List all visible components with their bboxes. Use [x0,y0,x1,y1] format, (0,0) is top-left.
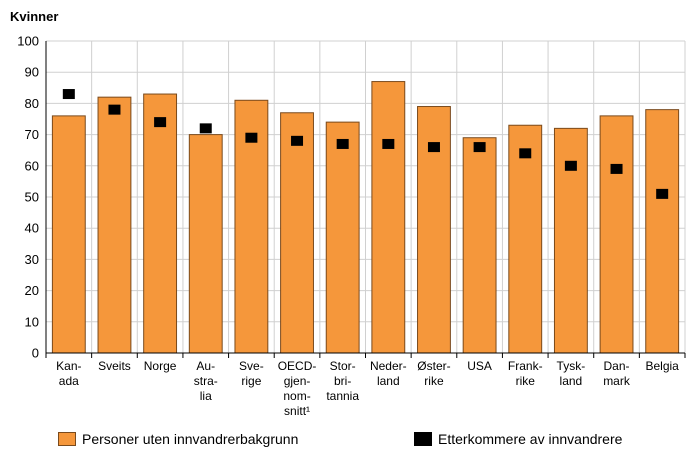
grid-lines [45,40,686,353]
legend-item-bar-series: Personer uten innvandrerbakgrunn [58,431,298,447]
marker-point [154,117,167,128]
y-tick-label: 40 [25,221,39,236]
legend-label-bar-series: Personer uten innvandrerbakgrunn [82,431,299,447]
x-tick-label-line: mark [603,374,631,388]
legend-item-marker-series: Etterkommere av innvandrere [414,431,622,447]
x-tick-label-line: Dan- [604,359,630,373]
y-tick-label: 0 [32,346,39,361]
x-tick-label-line: USA [467,359,492,373]
x-tick-label: Stor-bri-tannia [326,359,359,403]
x-tick-label: USA [467,359,492,373]
bar [188,134,223,354]
legend-swatch-orange [58,432,76,446]
y-tick-label: 50 [25,190,39,205]
x-tick-label-line: bri- [334,374,351,388]
x-tick-label-line: rike [516,374,536,388]
x-tick-label: Kan-ada [56,359,81,388]
x-tick-label-line: Norge [144,359,177,373]
x-tick-label-line: lia [200,389,212,403]
chart-title: Kvinner [10,9,58,24]
x-tick-label-line: Øster- [417,359,450,373]
x-tick-label-line: stra- [194,374,218,388]
marker-point [382,138,395,149]
x-tick-label: Dan-mark [603,359,631,388]
marker-point [245,132,258,143]
markers [62,89,669,199]
bar [371,81,406,354]
marker-point [62,89,75,100]
bar-chart: Kvinner 0 10 20 30 40 50 60 70 80 90 100 Kan-ada Sv… [10,9,686,418]
marker-point [199,123,212,134]
x-tick-label: Øster-rike [417,359,450,388]
marker-point [336,138,349,149]
bar [462,137,497,354]
x-tick-label-line: rige [241,374,261,388]
marker-point [564,160,577,171]
x-tick-label: Norge [144,359,177,373]
x-tick-label-line: land [377,374,400,388]
marker-point [656,188,669,199]
bar [280,112,314,354]
marker-point [610,163,623,174]
x-tick-label: Belgia [645,359,679,373]
y-tick-label: 10 [25,314,39,329]
x-tick-label-line: Sveits [98,359,131,373]
bars [51,81,680,354]
x-tick-label-line: gjen- [284,374,311,388]
x-tick-label-line: nom- [283,389,310,403]
marker-point [108,104,121,115]
marker-point [519,148,532,159]
x-tick-label-line: Frank- [508,359,543,373]
bar [645,109,680,354]
x-tick-label: Sve-rige [239,359,264,388]
x-tick-label-line: snitt¹ [284,404,310,418]
x-tick-label-line: tannia [326,389,359,403]
x-tick-label: Sveits [98,359,131,373]
bar [599,115,634,354]
x-tick-label-line: ada [59,374,79,388]
x-tick-label-line: Neder- [370,359,407,373]
x-tick-label-line: Stor- [330,359,356,373]
y-tick-label: 80 [25,96,39,111]
legend-swatch-black [414,432,432,446]
bar [508,124,543,354]
legend-label-marker-series: Etterkommere av innvandrere [438,431,623,447]
bar [325,121,360,354]
x-tick-label: Neder-land [370,359,407,388]
y-tick-label: 90 [25,65,39,80]
x-tick-label-line: Tysk- [557,359,586,373]
x-tick-label: Au-stra-lia [194,359,218,403]
marker-point [427,142,440,153]
y-tick-label: 30 [25,252,39,267]
x-tick-label-line: OECD- [278,359,317,373]
y-tick-labels: 0 10 20 30 40 50 60 70 80 90 100 [17,34,39,361]
marker-point [473,142,486,153]
bar [143,93,178,354]
bar [51,115,86,354]
x-tick-label-line: rike [424,374,444,388]
axes [45,41,686,358]
marker-point [291,135,304,146]
x-tick-label: Tysk-land [557,359,586,388]
y-tick-label: 70 [25,127,39,142]
y-tick-label: 60 [25,158,39,173]
x-tick-label-line: Belgia [645,359,679,373]
x-tick-label: OECD-gjen-nom-snitt¹ [278,359,317,418]
bar [97,96,132,354]
y-tick-label: 100 [17,34,39,49]
x-tick-label-line: Kan- [56,359,81,373]
x-tick-label-line: land [560,374,583,388]
x-tick-label: Frank-rike [508,359,543,388]
x-tick-label-line: Sve- [239,359,264,373]
x-tick-labels: Kan-ada Sveits Norge Au-stra-lia Sve-rige OEC… [56,359,679,418]
legend: Personer uten innvandrerbakgrunn Etterko… [0,431,697,451]
x-tick-label-line: Au- [196,359,215,373]
y-tick-label: 20 [25,283,39,298]
